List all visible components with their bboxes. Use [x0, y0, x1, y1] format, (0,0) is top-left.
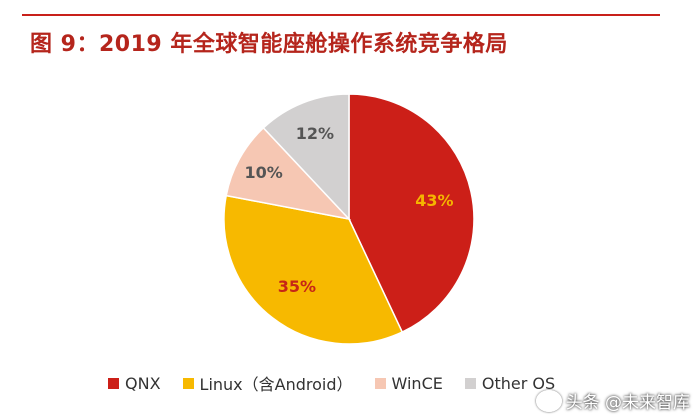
top-rule — [22, 14, 660, 16]
legend-label-1: Linux（含Android） — [199, 375, 353, 394]
legend-item-2: WinCE — [374, 373, 443, 393]
figure-title: 图 9：2019 年全球智能座舱操作系统竞争格局 — [30, 32, 508, 57]
watermark: 头条 @未来智库 — [535, 388, 690, 413]
legend: QNX Linux（含Android） WinCE Other OS — [108, 372, 577, 394]
legend-item-3: Other OS — [464, 373, 556, 393]
legend-item-0: QNX — [108, 374, 161, 393]
legend-swatch-2 — [374, 377, 386, 389]
slice-label-3: 12% — [296, 124, 334, 143]
watermark-text: 头条 @未来智库 — [565, 393, 690, 413]
legend-swatch-0 — [108, 377, 119, 389]
legend-label-2: WinCE — [391, 373, 443, 393]
pie-slice-2 — [225, 126, 352, 221]
pie-slices — [223, 93, 475, 345]
legend-label-0: QNX — [125, 373, 161, 393]
chat-bubble-icon — [535, 389, 562, 412]
pie-slice-1 — [223, 194, 404, 345]
slice-label-1: 35% — [278, 277, 316, 296]
legend-swatch-3 — [464, 377, 476, 389]
slice-label-0: 43% — [415, 191, 453, 210]
pie-slice-labels: 43% 35% 10% 12% — [244, 124, 453, 296]
pie-slice-3 — [262, 93, 350, 221]
pie-slice-0 — [348, 93, 475, 334]
legend-label-3: Other OS — [481, 373, 556, 393]
legend-item-1: Linux（含Android） — [182, 371, 353, 395]
legend-swatch-1 — [182, 377, 194, 389]
slice-label-2: 10% — [244, 163, 282, 182]
